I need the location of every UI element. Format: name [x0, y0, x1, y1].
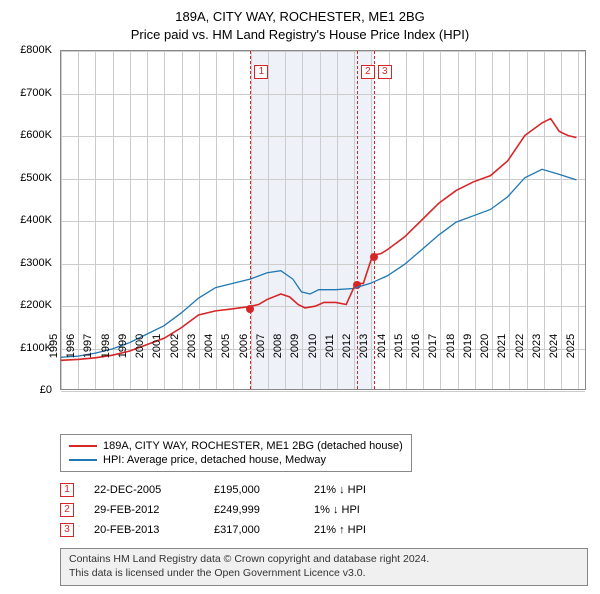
transaction-date: 29-FEB-2012: [94, 504, 194, 516]
x-tick-label: 2004: [203, 334, 215, 358]
legend-label: 189A, CITY WAY, ROCHESTER, ME1 2BG (deta…: [103, 440, 403, 452]
x-tick-label: 2003: [186, 334, 198, 358]
legend-label: HPI: Average price, detached house, Medw…: [103, 454, 326, 466]
x-tick-label: 2011: [324, 334, 336, 358]
x-tick-label: 2019: [462, 334, 474, 358]
x-tick-label: 1998: [100, 334, 112, 358]
x-tick-label: 2014: [376, 334, 388, 358]
y-tick-label: £0: [40, 384, 52, 396]
x-axis-labels: 1995199619971998199920002001200220032004…: [48, 340, 598, 380]
x-tick-label: 2018: [445, 334, 457, 358]
y-tick-label: £200K: [20, 299, 52, 311]
title-subtitle: Price paid vs. HM Land Registry's House …: [12, 26, 588, 44]
legend-swatch: [69, 459, 97, 461]
transaction-price: £249,999: [214, 504, 294, 516]
y-tick-label: £800K: [20, 44, 52, 56]
legend-item: 189A, CITY WAY, ROCHESTER, ME1 2BG (deta…: [69, 439, 403, 453]
transaction-date: 22-DEC-2005: [94, 484, 194, 496]
series-price_paid: [61, 119, 576, 361]
y-tick-label: £300K: [20, 257, 52, 269]
x-tick-label: 1996: [65, 334, 77, 358]
x-tick-label: 2021: [496, 334, 508, 358]
transaction-row: 1 22-DEC-2005 £195,000 21% ↓ HPI: [60, 480, 588, 500]
transaction-change: 1% ↓ HPI: [314, 504, 414, 516]
x-tick-label: 2023: [531, 334, 543, 358]
x-tick-label: 2015: [393, 334, 405, 358]
attribution-line1: Contains HM Land Registry data © Crown c…: [69, 553, 579, 567]
x-tick-label: 2022: [514, 334, 526, 358]
transaction-price: £195,000: [214, 484, 294, 496]
x-tick-label: 2005: [220, 334, 232, 358]
x-tick-label: 2024: [548, 334, 560, 358]
transaction-row: 3 20-FEB-2013 £317,000 21% ↑ HPI: [60, 520, 588, 540]
title-address: 189A, CITY WAY, ROCHESTER, ME1 2BG: [12, 8, 588, 26]
y-tick-label: £700K: [20, 87, 52, 99]
legend-swatch: [69, 445, 97, 447]
x-tick-label: 2016: [410, 334, 422, 358]
x-tick-label: 2008: [272, 334, 284, 358]
x-tick-label: 2013: [358, 334, 370, 358]
x-tick-label: 2002: [169, 334, 181, 358]
y-tick-label: £400K: [20, 214, 52, 226]
transaction-change: 21% ↓ HPI: [314, 484, 414, 496]
x-tick-label: 1999: [117, 334, 129, 358]
attribution-line2: This data is licensed under the Open Gov…: [69, 567, 579, 581]
x-tick-label: 1995: [48, 334, 60, 358]
transaction-price: £317,000: [214, 524, 294, 536]
x-tick-label: 2009: [289, 334, 301, 358]
x-tick-label: 2012: [341, 334, 353, 358]
x-tick-label: 2020: [479, 334, 491, 358]
x-tick-label: 2007: [255, 334, 267, 358]
x-tick-label: 2017: [427, 334, 439, 358]
transactions-table: 1 22-DEC-2005 £195,000 21% ↓ HPI 2 29-FEB-201…: [60, 480, 588, 540]
transaction-marker: 1: [60, 483, 74, 497]
chart-container: 189A, CITY WAY, ROCHESTER, ME1 2BG Price…: [0, 0, 600, 594]
x-tick-label: 2010: [307, 334, 319, 358]
gridline-h: [61, 391, 585, 392]
transaction-marker: 3: [60, 523, 74, 537]
transaction-date: 20-FEB-2013: [94, 524, 194, 536]
x-tick-label: 2006: [238, 334, 250, 358]
legend: 189A, CITY WAY, ROCHESTER, ME1 2BG (deta…: [60, 434, 412, 472]
x-tick-label: 2001: [151, 334, 163, 358]
transaction-row: 2 29-FEB-2012 £249,999 1% ↓ HPI: [60, 500, 588, 520]
x-tick-label: 2000: [134, 334, 146, 358]
attribution: Contains HM Land Registry data © Crown c…: [60, 548, 588, 585]
legend-item: HPI: Average price, detached house, Medw…: [69, 453, 403, 467]
y-tick-label: £500K: [20, 172, 52, 184]
y-tick-label: £600K: [20, 129, 52, 141]
transaction-change: 21% ↑ HPI: [314, 524, 414, 536]
series-hpi: [61, 170, 576, 358]
x-tick-label: 2025: [565, 334, 577, 358]
x-tick-label: 1997: [82, 334, 94, 358]
transaction-marker: 2: [60, 503, 74, 517]
title-block: 189A, CITY WAY, ROCHESTER, ME1 2BG Price…: [12, 8, 588, 44]
